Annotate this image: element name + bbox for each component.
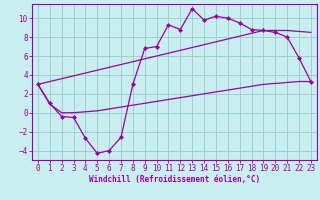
- X-axis label: Windchill (Refroidissement éolien,°C): Windchill (Refroidissement éolien,°C): [89, 175, 260, 184]
